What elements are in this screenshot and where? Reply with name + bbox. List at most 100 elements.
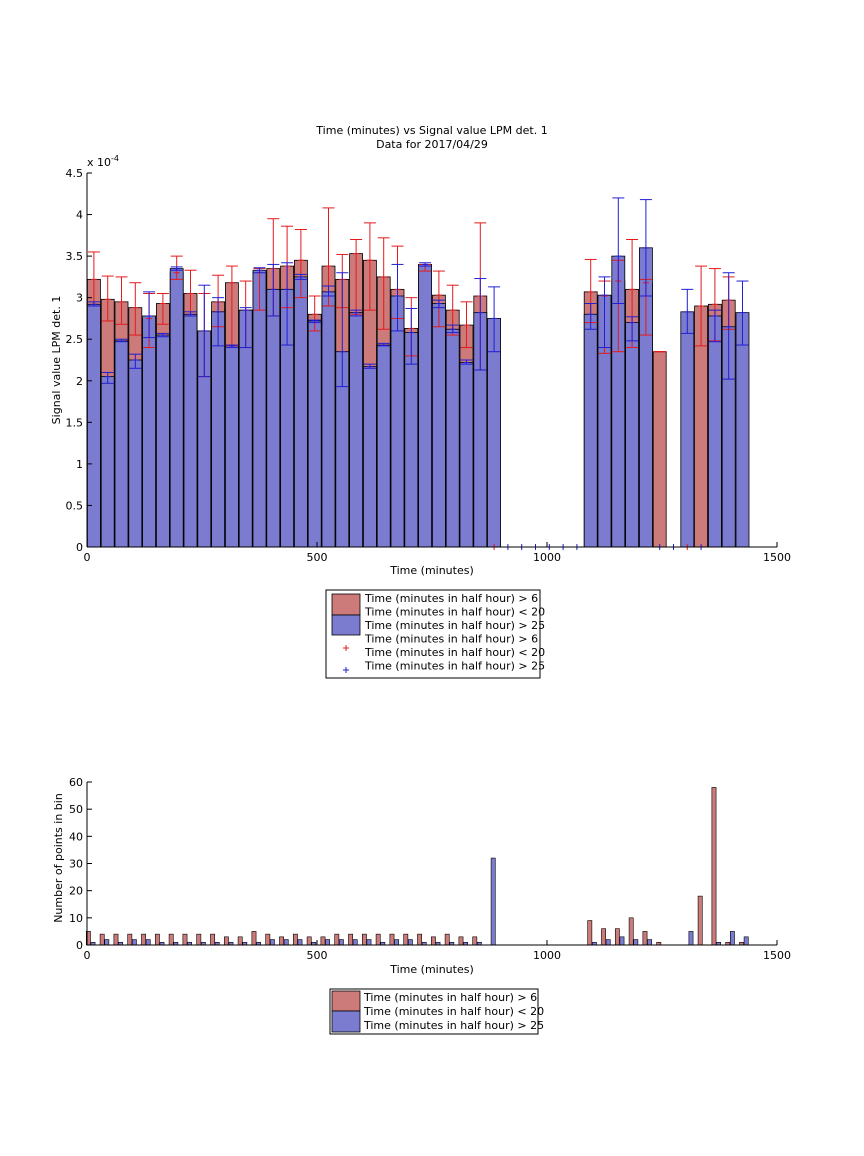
y-tick-label: 3 [76, 292, 83, 305]
errorbar-late [474, 278, 487, 371]
count-bar-early [292, 933, 298, 946]
count-bar-early [628, 917, 634, 946]
count-bar-early [472, 936, 478, 946]
bar-late [293, 276, 308, 548]
x-tick-label: 1000 [533, 949, 561, 962]
count-bar-late [407, 939, 413, 946]
legend-swatch-early [331, 593, 361, 616]
count-bar-early [334, 933, 340, 946]
count-bar-early [210, 933, 215, 946]
legend-box [329, 988, 539, 1035]
count-bar-early [711, 787, 717, 946]
x-tick-label: 0 [84, 949, 91, 962]
count-bar-late [688, 931, 694, 946]
errorbar-late [225, 344, 238, 349]
errorbar-late [198, 284, 211, 378]
bar-late [307, 320, 322, 548]
errorbar-early [156, 293, 169, 325]
count-bar-early [182, 933, 188, 946]
y-exponent-label: x 10-4 [87, 154, 119, 169]
errorbar-late [405, 307, 418, 365]
errorbar-late [598, 276, 611, 349]
errorbar-early [363, 222, 376, 311]
errorbar-late [156, 332, 169, 338]
errorbar-late [391, 263, 404, 332]
bar-late [459, 362, 474, 548]
errorbar-late [626, 316, 639, 342]
count-bar-late [283, 939, 289, 946]
y-axis-label: Signal value LPM det. 1 [50, 296, 63, 425]
count-bar-early [601, 928, 606, 946]
errorbar-late [639, 199, 652, 297]
bar-late [211, 311, 226, 548]
bar-late [224, 345, 239, 548]
x-tick-label: 1000 [533, 551, 561, 564]
count-bar-early [113, 933, 119, 946]
count-bar-late [145, 939, 151, 946]
bar-late [87, 303, 101, 548]
bar-late [404, 332, 419, 548]
errorbar-late [239, 307, 252, 349]
count-bar-early [458, 936, 464, 946]
errorbar-late [681, 288, 694, 334]
bar-late [349, 312, 364, 548]
count-bar-late [633, 939, 639, 946]
count-bar-late [490, 857, 496, 946]
legend-entry: Time (minutes in half hour) > 25 [363, 1019, 544, 1032]
y-tick-label: 4.5 [66, 167, 84, 180]
errorbar-late [294, 273, 307, 280]
count-bar-early [99, 933, 105, 946]
count-bar-late [297, 939, 303, 946]
x-axis-label: Time (minutes) [389, 564, 474, 577]
errorbar-late [143, 291, 156, 339]
bar-late [155, 334, 170, 548]
count-bar-late [729, 931, 735, 946]
signal-chart: Time (minutes) vs Signal value LPM det. … [50, 124, 791, 679]
errorbar-late [488, 286, 501, 353]
count-bar-late [743, 936, 749, 946]
count-bar-late [352, 939, 358, 946]
bar-late [362, 366, 377, 548]
errorbar-late [184, 311, 197, 317]
y-tick-label: 30 [69, 858, 83, 871]
bar-late [376, 344, 391, 548]
bar-early [652, 351, 667, 548]
bar-late [735, 312, 750, 548]
legend-box [325, 589, 541, 679]
errorbar-late [170, 266, 183, 271]
errorbar-late [115, 338, 128, 343]
legend-entry: Time (minutes in half hour) < 20 [364, 646, 545, 659]
errorbar-early [115, 276, 128, 325]
errorbar-early [695, 265, 708, 347]
errorbar-early [294, 229, 307, 299]
bar-late [266, 288, 281, 548]
count-bar-early [587, 920, 593, 946]
y-tick-label: 0 [76, 541, 83, 554]
count-bar-late [647, 939, 652, 946]
errorbar-early [101, 275, 114, 322]
y-tick-label: 2.5 [66, 333, 84, 346]
y-tick-label: 2 [76, 375, 83, 388]
legend-swatch-late [331, 1010, 361, 1033]
errorbar-late [460, 359, 473, 365]
count-bar-early [444, 933, 450, 946]
y-tick-label: 0 [76, 939, 83, 952]
count-bar-late [104, 939, 110, 946]
errorbar-late [322, 285, 335, 297]
errorbar-late [736, 280, 749, 346]
count-bar-late [394, 939, 399, 946]
count-bar-early [265, 933, 271, 946]
count-bar-early [237, 936, 243, 946]
errorbar-late [281, 262, 294, 346]
count-chart: 0 500 1000 1500 0 10 20 30 40 50 60 Time (minutes)… [52, 776, 791, 1035]
bar-late [445, 328, 460, 548]
count-bar-early [375, 933, 381, 946]
count-axes: 0 500 1000 1500 0 10 20 30 40 50 60 [69, 776, 791, 962]
bar-late [114, 340, 129, 548]
count-bar-early [168, 933, 174, 946]
x-tick-label: 500 [307, 551, 328, 564]
count-bar-late [619, 936, 625, 946]
x-tick-label: 500 [307, 949, 328, 962]
